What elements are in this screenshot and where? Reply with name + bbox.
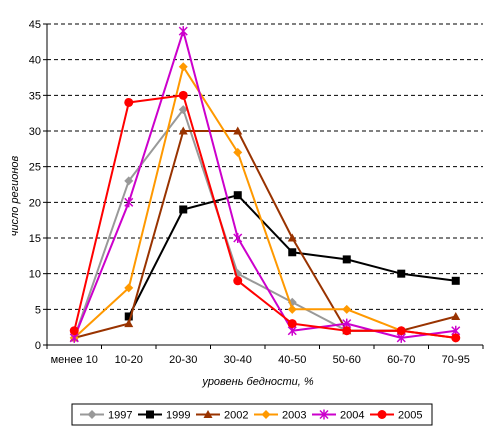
- series-line-2003: [73, 65, 456, 339]
- x-tick-label: менее 10: [51, 354, 98, 366]
- axes: [43, 23, 484, 349]
- legend-item-2004: 2004: [312, 409, 364, 422]
- legend-marker: [377, 410, 387, 419]
- data-point-2004: [124, 197, 134, 208]
- y-tick-label: 0: [35, 340, 41, 352]
- y-tick-label: 30: [29, 126, 41, 138]
- data-point-1999: [233, 191, 242, 200]
- x-tick-label: 10-20: [115, 354, 143, 366]
- data-point-2003: [233, 147, 243, 157]
- series-line-2002: [74, 130, 457, 339]
- legend-label: 1997: [108, 410, 132, 422]
- y-tick-labels: 0 5 10 15 20 25 30 35 40 45: [29, 19, 41, 352]
- data-point-1999: [288, 248, 297, 257]
- legend-marker: [319, 409, 329, 420]
- data-point-1997: [124, 176, 134, 186]
- legend-marker: [203, 410, 213, 418]
- x-tick-label: 50-60: [333, 354, 361, 366]
- data-point-2002: [233, 126, 243, 135]
- data-point-2002: [451, 311, 461, 320]
- data-point-2005: [396, 326, 406, 336]
- legend-item-2002: 2002: [196, 410, 248, 422]
- legend-label: 2004: [340, 410, 364, 422]
- legend: 1997 1999 2002 2003 2004 2005: [71, 403, 433, 426]
- data-point-2005: [233, 276, 243, 286]
- legend-label: 1999: [166, 410, 190, 422]
- series-line-2005: [73, 94, 456, 339]
- y-tick-label: 40: [29, 55, 41, 67]
- legend-label: 2003: [282, 410, 306, 422]
- data-point-2004: [178, 26, 188, 37]
- legend-marker: [146, 410, 154, 419]
- legend-marker: [87, 410, 97, 419]
- data-point-1999: [342, 255, 351, 264]
- data-point-2002: [178, 126, 188, 135]
- y-tick-label: 45: [29, 19, 41, 31]
- data-point-1997: [178, 105, 188, 115]
- data-point-2005: [342, 326, 352, 336]
- y-tick-label: 35: [29, 90, 41, 102]
- y-tick-label: 20: [29, 197, 41, 209]
- x-tick-label: 60-70: [387, 354, 415, 366]
- series-2004: [69, 26, 461, 343]
- data-point-2002: [287, 233, 297, 242]
- legend-label: 2005: [398, 410, 422, 422]
- data-point-2002: [124, 319, 134, 328]
- y-tick-label: 25: [29, 162, 41, 174]
- x-tick-label: 70-95: [442, 354, 470, 366]
- data-point-2005: [287, 319, 297, 329]
- y-axis-label: число регионов: [9, 155, 21, 236]
- legend-box: [71, 403, 433, 426]
- legend-label: 2002: [224, 410, 248, 422]
- data-point-2004: [233, 233, 243, 243]
- x-tick-label: 40-50: [278, 354, 306, 366]
- legend-marker: [261, 410, 271, 419]
- y-tick-label: 5: [35, 304, 41, 316]
- legend-item-2005: 2005: [370, 410, 422, 422]
- data-point-1999: [179, 205, 188, 214]
- data-point-1999: [397, 269, 406, 278]
- data-point-2005: [178, 90, 188, 100]
- x-axis-label: уровень бедности, %: [201, 376, 314, 388]
- y-tick-label: 15: [29, 233, 41, 245]
- data-point-2003: [178, 62, 188, 72]
- data-point-1999: [124, 312, 133, 321]
- y-tick-label: 10: [29, 269, 41, 281]
- data-point-2005: [451, 333, 461, 343]
- data-point-2005: [69, 326, 79, 336]
- data-series: [69, 26, 461, 343]
- x-tick-label: 20-30: [169, 354, 197, 366]
- x-tick-label: 30-40: [224, 354, 252, 366]
- legend-item-1997: 1997: [80, 410, 132, 422]
- gridlines: [47, 23, 483, 310]
- data-point-2005: [124, 97, 134, 107]
- data-point-1999: [451, 276, 460, 285]
- data-point-2003: [342, 304, 352, 314]
- legend-item-2003: 2003: [254, 410, 306, 422]
- data-point-2003: [287, 304, 297, 314]
- series-line-2004: [73, 30, 456, 339]
- x-tick-labels: менее 10 10-20 20-30 30-40 40-50 50-60 60-70 70…: [51, 354, 470, 366]
- data-point-2003: [124, 283, 134, 293]
- series-1999: [124, 191, 460, 321]
- series-2005: [69, 90, 461, 343]
- legend-item-1999: 1999: [138, 410, 190, 422]
